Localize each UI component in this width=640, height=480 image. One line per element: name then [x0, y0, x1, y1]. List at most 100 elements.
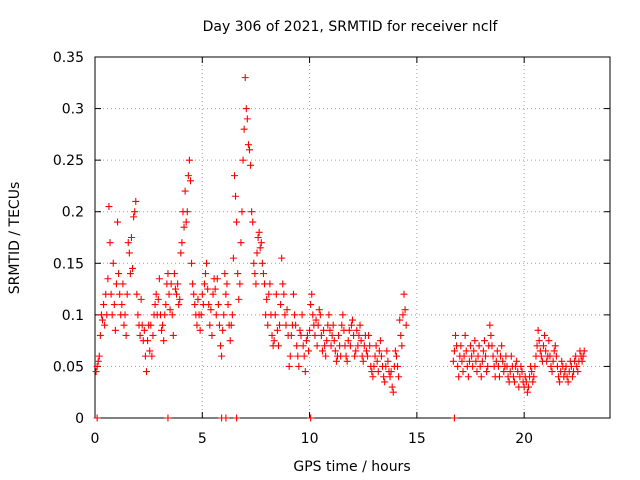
x-axis-label: GPS time / hours — [293, 459, 410, 475]
data-point — [548, 368, 556, 376]
data-point — [383, 347, 391, 355]
data-point — [489, 352, 497, 360]
data-point — [535, 337, 543, 345]
data-point — [578, 357, 586, 365]
data-point — [175, 301, 183, 309]
data-point — [286, 352, 294, 360]
data-point — [256, 244, 264, 252]
data-point — [93, 414, 101, 422]
data-point — [529, 378, 537, 386]
data-point — [330, 337, 338, 345]
data-point — [316, 311, 324, 319]
data-point — [480, 337, 488, 345]
data-point — [301, 368, 309, 376]
data-point — [243, 115, 251, 123]
data-point — [522, 378, 530, 386]
data-point — [292, 321, 300, 329]
data-point — [478, 357, 486, 365]
data-point — [475, 342, 483, 350]
data-point — [281, 311, 289, 319]
data-point — [247, 161, 255, 169]
data-point — [370, 362, 378, 370]
data-point — [332, 357, 340, 365]
data-point — [300, 352, 308, 360]
data-point — [100, 301, 108, 309]
data-point — [558, 357, 566, 365]
chart-title: Day 306 of 2021, SRMTID for receiver ncl… — [203, 19, 499, 35]
data-point — [271, 311, 279, 319]
data-point — [312, 316, 320, 324]
data-point — [174, 280, 182, 288]
data-point — [224, 301, 232, 309]
data-point — [122, 331, 130, 339]
y-tick-label: 0.15 — [53, 256, 84, 272]
data-point — [364, 352, 372, 360]
data-point — [467, 342, 475, 350]
data-point — [371, 352, 379, 360]
data-point — [280, 290, 288, 298]
data-point — [517, 362, 525, 370]
data-point — [118, 301, 126, 309]
data-point — [95, 352, 103, 360]
data-point — [254, 234, 262, 241]
data-point — [372, 342, 380, 350]
data-point — [194, 295, 202, 303]
data-point — [134, 311, 142, 319]
data-point — [530, 373, 538, 381]
data-point — [265, 290, 273, 298]
data-point — [147, 321, 155, 329]
data-point — [235, 295, 243, 303]
data-point — [119, 280, 127, 288]
data-point — [386, 373, 394, 381]
data-point — [207, 306, 215, 314]
data-point — [276, 321, 284, 329]
data-point — [384, 357, 392, 365]
data-point — [282, 321, 290, 329]
data-point — [232, 192, 240, 200]
data-point — [104, 275, 112, 283]
data-point — [568, 373, 576, 381]
data-point — [537, 352, 545, 360]
data-point — [297, 331, 305, 339]
data-point — [345, 326, 353, 334]
data-point — [205, 301, 213, 309]
data-point — [249, 218, 257, 226]
data-point — [151, 301, 159, 309]
data-point — [388, 383, 396, 391]
data-point — [255, 228, 263, 236]
data-point — [482, 352, 490, 360]
data-point — [479, 347, 487, 355]
data-point — [248, 208, 256, 216]
y-tick-label: 0.2 — [62, 205, 84, 221]
data-point — [125, 249, 133, 257]
data-point — [277, 301, 285, 309]
data-point — [359, 357, 367, 365]
data-point — [176, 295, 184, 303]
data-point — [323, 337, 331, 345]
data-point — [392, 352, 400, 360]
data-point — [237, 239, 245, 247]
data-point — [454, 362, 462, 370]
data-point — [200, 280, 208, 288]
data-point — [506, 368, 514, 376]
data-point — [181, 187, 189, 195]
data-point — [531, 362, 539, 370]
data-point — [228, 311, 236, 319]
data-point — [545, 337, 553, 345]
data-point — [338, 321, 346, 329]
data-point — [551, 342, 559, 350]
data-point — [166, 306, 174, 314]
data-point — [320, 326, 328, 334]
data-point — [579, 352, 587, 360]
data-point — [387, 368, 395, 376]
data-point — [182, 218, 190, 226]
data-point — [470, 347, 478, 355]
data-point — [154, 295, 162, 303]
data-point — [302, 337, 310, 345]
data-point — [373, 357, 381, 365]
data-point — [541, 331, 549, 339]
data-point — [547, 362, 555, 370]
data-point — [347, 321, 355, 329]
data-point — [523, 388, 531, 396]
x-tick-label: 10 — [301, 431, 319, 447]
